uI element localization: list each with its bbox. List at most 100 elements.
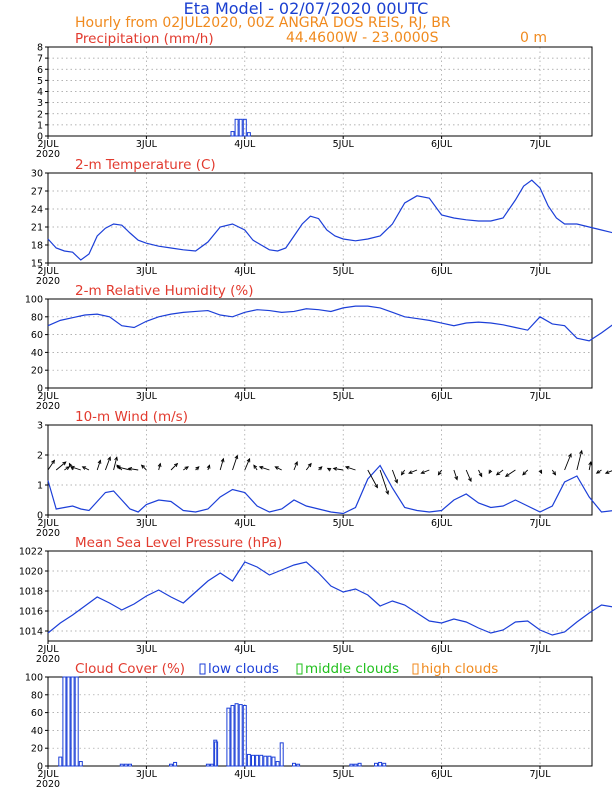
y-tick-label: 3 <box>37 421 43 432</box>
wind-arrow-shaft <box>367 469 378 488</box>
precip-bar <box>246 132 251 137</box>
wind-arrow <box>379 469 389 495</box>
wind-arrow-shaft <box>421 469 430 474</box>
wind-arrow <box>604 470 612 474</box>
wind-arrow <box>318 466 323 471</box>
cloud-bar <box>62 676 67 767</box>
wind-arrow-shaft <box>588 461 592 471</box>
cloud-bar <box>246 753 251 767</box>
wind-arrow <box>253 464 258 471</box>
rh-panel: 2-m Relative Humidity (%) 0 20 40 60 80 100 2JU… <box>25 283 612 412</box>
wind-arrow-shaft <box>275 466 282 471</box>
x-tick-label: 3JUL <box>136 266 158 277</box>
x-tick-label: 2JUL <box>37 139 59 150</box>
cloud-bar <box>296 763 301 767</box>
header-subtitle: Hourly from 02JUL2020, 00Z ANGRA DOS REI… <box>75 15 451 31</box>
y-tick-label: 30 <box>31 169 43 180</box>
wind-arrow-shaft <box>170 463 178 471</box>
cloud-bar <box>128 763 132 767</box>
wind-arrow-shaft <box>605 470 612 474</box>
wind-arrow-head <box>326 467 332 472</box>
wind-arrow <box>64 466 71 471</box>
wind-arrow-shaft <box>576 450 583 471</box>
wind-arrow-shaft <box>293 461 298 471</box>
y-tick-label: 8 <box>37 43 43 54</box>
x-tick-label: 5JUL <box>333 391 355 402</box>
wind-arrow-head <box>595 469 601 474</box>
y-tick-label: 0 <box>37 511 43 522</box>
wind-arrow <box>332 466 344 471</box>
wind-arrow-head <box>454 476 458 481</box>
y-tick-label: 15 <box>31 259 43 270</box>
wind-arrow-head <box>62 461 67 466</box>
x-year-label: 2020 <box>36 779 60 790</box>
x-tick-label: 6JUL <box>431 139 453 150</box>
wind-arrow-head <box>437 471 442 476</box>
precip-frame <box>47 46 593 137</box>
temp-panel: 2-m Temperature (C) 15 18 21 24 27 30 2JUL 3JUL 4… <box>31 157 612 287</box>
cloud-bar <box>292 762 296 767</box>
x-tick-label: 7JUL <box>529 266 551 277</box>
wind-arrow <box>70 465 81 471</box>
y-tick-label: 20 <box>31 366 43 377</box>
wind-arrow-head <box>568 453 572 458</box>
wind-arrow <box>465 469 472 483</box>
cloud-bar <box>263 755 268 767</box>
wind-panel: 10-m Wind (m/s) 0 1 2 3 2JUL 3JUL 4JUL 5JUL 6JUL 7… <box>36 409 612 539</box>
wind-arrow-head <box>488 469 493 475</box>
y-tick-label: 27 <box>31 187 43 198</box>
wind-arrow-shaft <box>71 466 81 471</box>
x-tick-label: 4JUL <box>234 266 256 277</box>
wind-arrow-shaft <box>259 466 270 471</box>
wind-arrow <box>258 465 270 471</box>
x-tick-label: 7JUL <box>529 644 551 655</box>
x-tick-label: 2JUL <box>37 518 59 529</box>
temp-series-line <box>47 179 612 261</box>
precip-title: Precipitation (mm/h) <box>75 31 214 47</box>
wind-arrow-head <box>206 464 211 469</box>
x-tick-label: 3JUL <box>136 391 158 402</box>
wind-arrow-shaft <box>128 467 139 471</box>
cloud-bar <box>378 761 383 767</box>
cloud-bar <box>238 704 243 767</box>
y-tick-label: 2 <box>37 451 43 462</box>
cloud-bar <box>226 707 231 767</box>
wind-arrow-shaft <box>391 469 398 483</box>
wind-arrow-shaft <box>496 469 504 476</box>
wind-arrow-head <box>394 479 398 484</box>
wind-arrow-head <box>400 471 405 476</box>
precip-bar <box>238 118 243 137</box>
mslp-frame <box>47 550 593 642</box>
y-tick-label: 2 <box>37 109 43 120</box>
y-tick-label: 4 <box>37 87 43 98</box>
wind-arrow-shaft <box>478 469 483 477</box>
x-tick-label: 5JUL <box>333 139 355 150</box>
y-tick-label: 20 <box>31 744 43 755</box>
cloud-title: Cloud Cover (%) <box>75 661 185 677</box>
temp-frame <box>47 172 593 264</box>
mslp-series-line <box>47 561 612 636</box>
wind-arrow <box>367 469 378 489</box>
wind-arrow-shaft <box>564 453 572 471</box>
wind-arrow <box>96 459 102 471</box>
x-tick-label: 4JUL <box>234 769 256 780</box>
wind-arrow-shaft <box>158 463 161 471</box>
x-tick-label: 2JUL <box>37 769 59 780</box>
y-tick-label: 1022 <box>19 547 43 558</box>
wind-arrow-shaft <box>345 466 356 471</box>
wind-arrow-shaft <box>117 466 131 471</box>
wind-arrow-shaft <box>104 457 111 471</box>
wind-arrow <box>453 469 458 481</box>
x-tick-label: 5JUL <box>333 266 355 277</box>
wind-arrow <box>47 459 55 471</box>
wind-arrow-head <box>344 465 350 470</box>
wind-arrow <box>81 466 90 471</box>
wind-arrow-head <box>220 457 225 463</box>
wind-arrow-head <box>504 473 510 477</box>
wind-arrow <box>127 466 139 471</box>
wind-arrow <box>564 453 572 471</box>
wind-arrow-head <box>579 449 583 455</box>
wind-arrow-head <box>374 484 378 489</box>
x-tick-label: 5JUL <box>333 518 355 529</box>
wind-arrow-head <box>107 456 111 461</box>
